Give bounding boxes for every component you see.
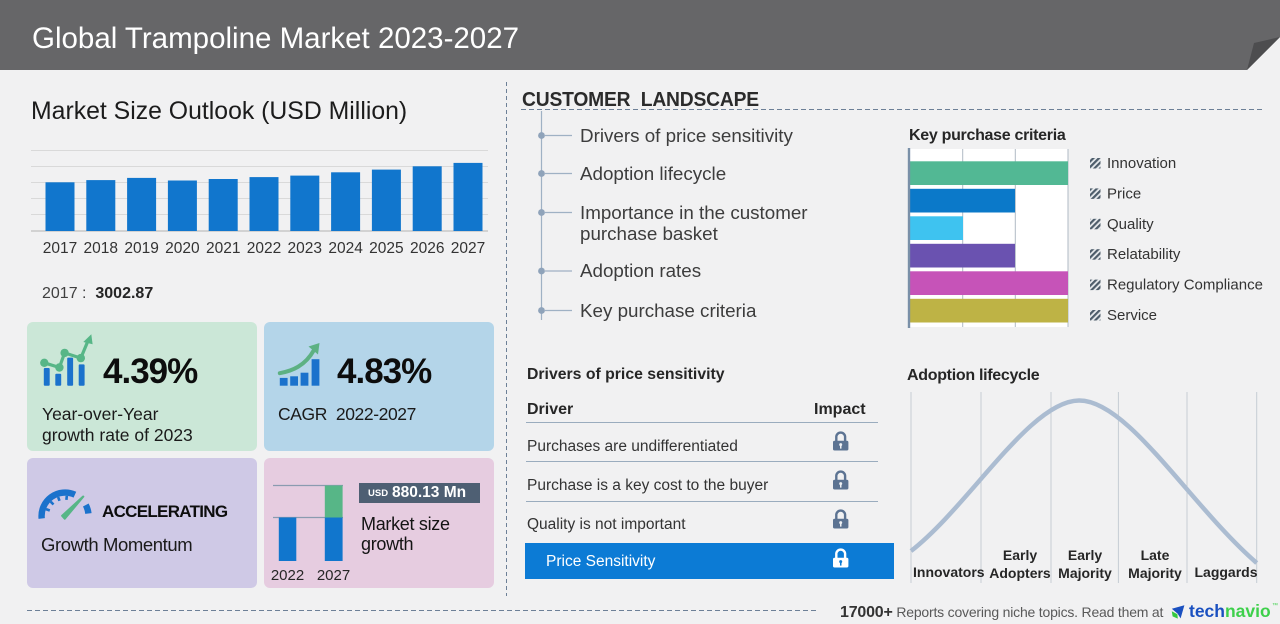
svg-text:2021: 2021 bbox=[206, 240, 240, 257]
svg-text:2027: 2027 bbox=[317, 567, 350, 584]
svg-text:Regulatory Compliance: Regulatory Compliance bbox=[1107, 277, 1263, 294]
svg-text:technavio: technavio bbox=[1189, 601, 1271, 621]
svg-text:Quality: Quality bbox=[1107, 216, 1154, 233]
svg-text:Price: Price bbox=[1107, 185, 1141, 202]
svg-text:2023: 2023 bbox=[288, 240, 322, 257]
svg-text:Innovation: Innovation bbox=[1107, 155, 1176, 172]
svg-text:2018: 2018 bbox=[84, 240, 118, 257]
svg-text:2022: 2022 bbox=[271, 567, 304, 584]
svg-text:2020: 2020 bbox=[165, 240, 200, 257]
svg-text:2025: 2025 bbox=[369, 240, 403, 257]
svg-text:™: ™ bbox=[1272, 602, 1278, 609]
svg-text:2024: 2024 bbox=[328, 240, 363, 257]
svg-text:2017: 2017 bbox=[43, 240, 77, 257]
svg-text:2022: 2022 bbox=[247, 240, 281, 257]
svg-text:2026: 2026 bbox=[410, 240, 444, 257]
svg-text:2027: 2027 bbox=[451, 240, 485, 257]
svg-text:Service: Service bbox=[1107, 307, 1157, 324]
svg-text:Relatability: Relatability bbox=[1107, 246, 1181, 263]
svg-text:2019: 2019 bbox=[124, 240, 158, 257]
